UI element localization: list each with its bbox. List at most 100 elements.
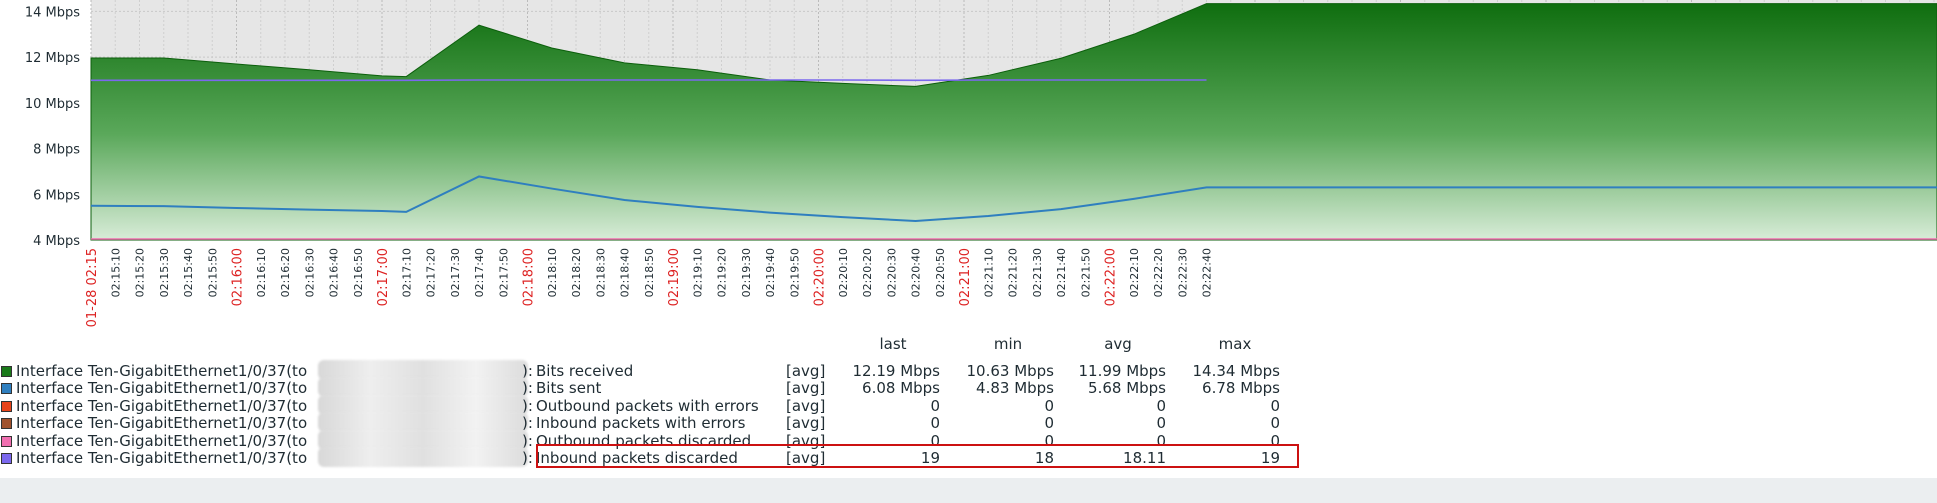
legend-color-swatch (1, 453, 12, 464)
x-tick-label: 02:21:50 (1079, 248, 1092, 297)
legend-item-suffix: ): (522, 379, 533, 397)
x-tick-label: 02:19:50 (788, 248, 801, 297)
legend-value-max: 0 (1270, 414, 1280, 432)
redacted-blur (318, 447, 528, 467)
x-tick-label: 02:16:40 (328, 248, 341, 297)
legend-row: Interface Ten-GigabitEthernet1/0/37(to):… (0, 447, 1300, 467)
x-tick-label: 02:15:10 (109, 248, 122, 297)
series-bits-sent-line (90, 175, 1937, 223)
legend-item-name: Interface Ten-GigabitEthernet1/0/37(to (16, 414, 308, 432)
x-tick-label: 02:22:10 (1128, 248, 1141, 297)
legend-value-last: 6.08 Mbps (862, 379, 940, 397)
x-tick-label-major: 02:20:00 (813, 248, 828, 306)
legend-value-avg: 5.68 Mbps (1088, 379, 1166, 397)
x-tick-label-major: 02:22:00 (1104, 248, 1119, 306)
legend-color-swatch (1, 383, 12, 394)
legend-header-avg: avg (1104, 335, 1132, 353)
x-tick-label: 02:21:10 (982, 248, 995, 297)
x-tick-label: 02:17:40 (473, 248, 486, 297)
legend-value-min: 0 (1044, 414, 1054, 432)
x-tick-label: 02:20:30 (885, 248, 898, 297)
legend-value-max: 0 (1270, 397, 1280, 415)
legend-value-max: 0 (1270, 432, 1280, 450)
x-tick-label: 02:18:10 (546, 248, 559, 297)
x-tick-label: 02:15:50 (206, 248, 219, 297)
legend-item-name: Interface Ten-GigabitEthernet1/0/37(to (16, 379, 308, 397)
legend-value-avg: 11.99 Mbps (1078, 362, 1166, 380)
redacted-blur (318, 412, 528, 432)
series-bits-received-area (90, 3, 1937, 241)
x-tick-label-major: 02:18:00 (522, 248, 537, 306)
legend-value-last: 0 (930, 432, 940, 450)
x-tick-label: 02:20:20 (861, 248, 874, 297)
x-tick-label: 02:16:50 (352, 248, 365, 297)
legend-color-swatch (1, 366, 12, 377)
legend-item-suffix: ): (522, 432, 533, 450)
x-tick-label: 02:17:10 (400, 248, 413, 297)
x-tick-label: 02:21:20 (1007, 248, 1020, 297)
legend-value-avg: 0 (1156, 397, 1166, 415)
x-tick-label: 02:15:20 (134, 248, 147, 297)
legend-function: [avg] (786, 379, 826, 397)
y-tick-label: 4 Mbps (33, 234, 80, 249)
y-tick-label: 10 Mbps (25, 97, 80, 112)
y-tick-label: 12 Mbps (25, 51, 80, 66)
redacted-blur (318, 360, 528, 380)
traffic-graph: 14 Mbps 12 Mbps 10 Mbps 8 Mbps 6 Mbps 4 Mbps 0… (25, 0, 1937, 327)
x-tick-label: 02:16:10 (255, 248, 268, 297)
legend-item-suffix: ): (522, 414, 533, 432)
legend-value-avg: 0 (1156, 414, 1166, 432)
legend-item-name: Interface Ten-GigabitEthernet1/0/37(to (16, 449, 308, 467)
x-tick-label-major: 02:17:00 (376, 248, 391, 306)
legend-value-max: 19 (1260, 449, 1280, 467)
legend-item-suffix: ): (522, 362, 533, 380)
legend-metric-name: Bits sent (536, 379, 602, 397)
legend-value-last: 0 (930, 397, 940, 415)
x-tick-label-major: 02:21:00 (958, 248, 973, 306)
x-tick-label-major: 02:19:00 (667, 248, 682, 306)
legend-header-min: min (993, 335, 1023, 353)
x-tick-label: 02:15:30 (158, 248, 171, 297)
highlight-box (536, 444, 1299, 468)
legend-function: [avg] (786, 414, 826, 432)
legend-color-swatch (1, 436, 12, 447)
y-tick-label: 6 Mbps (33, 188, 80, 203)
legend-item-name: Interface Ten-GigabitEthernet1/0/37(to (16, 432, 308, 450)
x-tick-label: 02:17:30 (449, 248, 462, 297)
x-tick-label: 02:20:50 (934, 248, 947, 297)
legend-row: Interface Ten-GigabitEthernet1/0/37(to):… (0, 360, 1300, 380)
x-tick-label: 02:18:20 (570, 248, 583, 297)
legend-value-avg: 18.11 (1123, 449, 1166, 467)
graph-legend: last min avg max Interface Ten-GigabitEt… (0, 334, 1937, 474)
legend-row: Interface Ten-GigabitEthernet1/0/37(to):… (0, 395, 1300, 415)
y-tick-label: 8 Mbps (33, 143, 80, 158)
x-tick-label: 02:19:30 (740, 248, 753, 297)
x-tick-label-major: 01-28 02:15 (85, 248, 100, 327)
x-tick-label: 02:18:40 (619, 248, 632, 297)
x-tick-label: 02:19:10 (691, 248, 704, 297)
graph-canvas: 14 Mbps 12 Mbps 10 Mbps 8 Mbps 6 Mbps 4 Mbps 0… (25, 0, 1937, 327)
legend-value-min: 4.83 Mbps (976, 379, 1054, 397)
redacted-blur (318, 377, 528, 397)
x-tick-label: 02:21:30 (1031, 248, 1044, 297)
x-tick-label: 02:16:30 (303, 248, 316, 297)
legend-value-min: 10.63 Mbps (966, 362, 1054, 380)
legend-value-avg: 0 (1156, 432, 1166, 450)
legend-header-max: max (1218, 335, 1252, 353)
legend-row: Interface Ten-GigabitEthernet1/0/37(to):… (0, 377, 1300, 397)
legend-item-suffix: ): (522, 449, 533, 467)
x-tick-label: 02:20:10 (837, 248, 850, 297)
legend-item-name: Interface Ten-GigabitEthernet1/0/37(to (16, 397, 308, 415)
legend-value-min: 0 (1044, 432, 1054, 450)
legend-value-min: 18 (1034, 449, 1054, 467)
x-tick-label: 02:22:20 (1152, 248, 1165, 297)
legend-metric-name: Inbound packets discarded (536, 449, 738, 467)
legend-color-swatch (1, 418, 12, 429)
legend-function: [avg] (786, 449, 826, 467)
y-tick-label: 14 Mbps (25, 5, 80, 20)
legend-value-last: 19 (920, 449, 940, 467)
legend-color-swatch (1, 401, 12, 412)
x-tick-label: 02:17:20 (425, 248, 438, 297)
x-tick-label: 02:19:20 (716, 248, 729, 297)
legend-row: Interface Ten-GigabitEthernet1/0/37(to):… (0, 412, 1300, 432)
